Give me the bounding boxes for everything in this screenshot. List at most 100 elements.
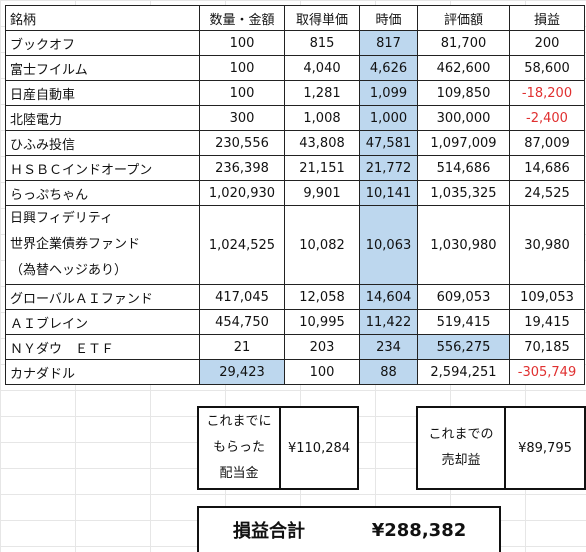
cell-value[interactable]: 519,415 (417, 309, 510, 335)
cell-price[interactable]: 1,000 (359, 105, 418, 131)
cell-value[interactable]: 1,030,980 (417, 205, 510, 285)
cell-qty[interactable]: 417,045 (199, 284, 285, 310)
sale-value[interactable]: ¥89,795 (518, 440, 572, 456)
cell-cost[interactable]: 10,995 (284, 309, 360, 335)
cell-pl[interactable]: 58,600 (509, 55, 585, 81)
cell-name-line: 日産自動車 (10, 87, 76, 103)
cell-price[interactable]: 10,063 (359, 205, 418, 285)
cell-pl[interactable]: 24,525 (509, 180, 585, 206)
cell-pl[interactable]: -305,749 (509, 359, 585, 385)
cell-qty[interactable]: 1,020,930 (199, 180, 285, 206)
cell-qty[interactable]: 100 (199, 30, 285, 56)
header-cell-name[interactable]: 銘柄 (5, 5, 200, 31)
cell-name[interactable]: 富士フイルム (5, 55, 200, 81)
cell-value[interactable]: 1,035,325 (417, 180, 510, 206)
table-row: 日産自動車 100 1,281 1,099 109,850 -18,200 (5, 80, 585, 106)
cell-qty[interactable]: 300 (199, 105, 285, 131)
cell-price[interactable]: 14,604 (359, 284, 418, 310)
cell-price[interactable]: 47,581 (359, 130, 418, 156)
cell-qty[interactable]: 21 (199, 334, 285, 360)
header-cell-cost[interactable]: 取得単価 (284, 5, 360, 31)
cell-value[interactable]: 1,097,009 (417, 130, 510, 156)
cell-pl[interactable]: 200 (509, 30, 585, 56)
cell-cost[interactable]: 100 (284, 359, 360, 385)
cell-pl[interactable]: 109,053 (509, 284, 585, 310)
cell-price[interactable]: 4,626 (359, 55, 418, 81)
cell-value[interactable]: 514,686 (417, 155, 510, 181)
dividend-label[interactable]: これまでにもらった配当金 (199, 408, 281, 488)
cell-price[interactable]: 21,772 (359, 155, 418, 181)
total-label[interactable]: 損益合計 (233, 521, 305, 542)
header-cell-value[interactable]: 評価額 (417, 5, 510, 31)
cell-cost[interactable]: 12,058 (284, 284, 360, 310)
cell-cost[interactable]: 4,040 (284, 55, 360, 81)
cell-pl[interactable]: -18,200 (509, 80, 585, 106)
cell-cost[interactable]: 203 (284, 334, 360, 360)
cell-cost[interactable]: 815 (284, 30, 360, 56)
box-label-line: 配当金 (219, 466, 259, 481)
cell-cost[interactable]: 10,082 (284, 205, 360, 285)
cell-qty[interactable]: 236,398 (199, 155, 285, 181)
cell-name[interactable]: 日興フィデリティ 世界企業債券ファンド （為替ヘッジあり） (5, 205, 200, 285)
cell-value[interactable]: 462,600 (417, 55, 510, 81)
cell-qty[interactable]: 230,556 (199, 130, 285, 156)
cell-cost[interactable]: 1,008 (284, 105, 360, 131)
header-cell-price[interactable]: 時価 (359, 5, 418, 31)
cell-value[interactable]: 81,700 (417, 30, 510, 56)
cell-value[interactable]: 2,594,251 (417, 359, 510, 385)
box-label-line: これまでに (206, 414, 272, 429)
cell-name[interactable]: 北陸電力 (5, 105, 200, 131)
cell-value[interactable]: 556,275 (417, 334, 510, 360)
cell-value[interactable]: 300,000 (417, 105, 510, 131)
total-box: 損益合計 ¥288,382 (197, 506, 501, 552)
box-label-line: もらった (212, 440, 265, 455)
cell-pl[interactable]: 70,185 (509, 334, 585, 360)
cell-pl[interactable]: 30,980 (509, 205, 585, 285)
cell-name[interactable]: ＮＹダウ ＥＴＦ (5, 334, 200, 360)
cell-price[interactable]: 88 (359, 359, 418, 385)
box-label-line: これまでの (428, 427, 494, 442)
cell-price[interactable]: 11,422 (359, 309, 418, 335)
table-row: ひふみ投信 230,556 43,808 47,581 1,097,009 87,009 (5, 130, 585, 156)
cell-cost[interactable]: 21,151 (284, 155, 360, 181)
cell-cost[interactable]: 43,808 (284, 130, 360, 156)
cell-pl[interactable]: 87,009 (509, 130, 585, 156)
cell-qty[interactable]: 100 (199, 55, 285, 81)
cell-price[interactable]: 1,099 (359, 80, 418, 106)
cell-name[interactable]: ＨＳＢＣインドオープン (5, 155, 200, 181)
cell-value[interactable]: 609,053 (417, 284, 510, 310)
cell-cost[interactable]: 1,281 (284, 80, 360, 106)
table-row: らっぷちゃん 1,020,930 9,901 10,141 1,035,325 24,52… (5, 180, 585, 206)
dividend-value[interactable]: ¥110,284 (287, 440, 351, 456)
cell-name[interactable]: カナダドル (5, 359, 200, 385)
cell-qty[interactable]: 454,750 (199, 309, 285, 335)
cell-pl[interactable]: 14,686 (509, 155, 585, 181)
cell-qty[interactable]: 100 (199, 80, 285, 106)
sale-label[interactable]: これまでの 売却益 (418, 408, 506, 488)
cell-qty[interactable]: 1,024,525 (199, 205, 285, 285)
cell-name-line: 北陸電力 (10, 112, 63, 128)
cell-name[interactable]: グローバルＡＩファンド (5, 284, 200, 310)
cell-qty[interactable]: 29,423 (199, 359, 285, 385)
header-cell-pl[interactable]: 損益 (509, 5, 585, 31)
table-row: ＮＹダウ ＥＴＦ 21 203 234 556,275 70,185 (5, 334, 585, 360)
cell-value[interactable]: 109,850 (417, 80, 510, 106)
total-value[interactable]: ¥288,382 (371, 519, 467, 541)
cell-price[interactable]: 234 (359, 334, 418, 360)
cell-name-line: らっぷちゃん (10, 187, 89, 203)
cell-name[interactable]: らっぷちゃん (5, 180, 200, 206)
cell-name-line: ブックオフ (10, 37, 76, 53)
cell-name[interactable]: 日産自動車 (5, 80, 200, 106)
cell-cost[interactable]: 9,901 (284, 180, 360, 206)
cell-name[interactable]: ＡＩブレイン (5, 309, 200, 335)
cell-price[interactable]: 817 (359, 30, 418, 56)
table-row: グローバルＡＩファンド 417,045 12,058 14,604 609,053 109… (5, 284, 585, 310)
cell-pl[interactable]: -2,400 (509, 105, 585, 131)
cell-name-line: ＮＹダウ ＥＴＦ (10, 341, 115, 357)
header-cell-qty[interactable]: 数量・金額 (199, 5, 285, 31)
cell-name[interactable]: ひふみ投信 (5, 130, 200, 156)
cell-price[interactable]: 10,141 (359, 180, 418, 206)
cell-name-line: カナダドル (10, 366, 76, 382)
cell-pl[interactable]: 19,415 (509, 309, 585, 335)
cell-name[interactable]: ブックオフ (5, 30, 200, 56)
